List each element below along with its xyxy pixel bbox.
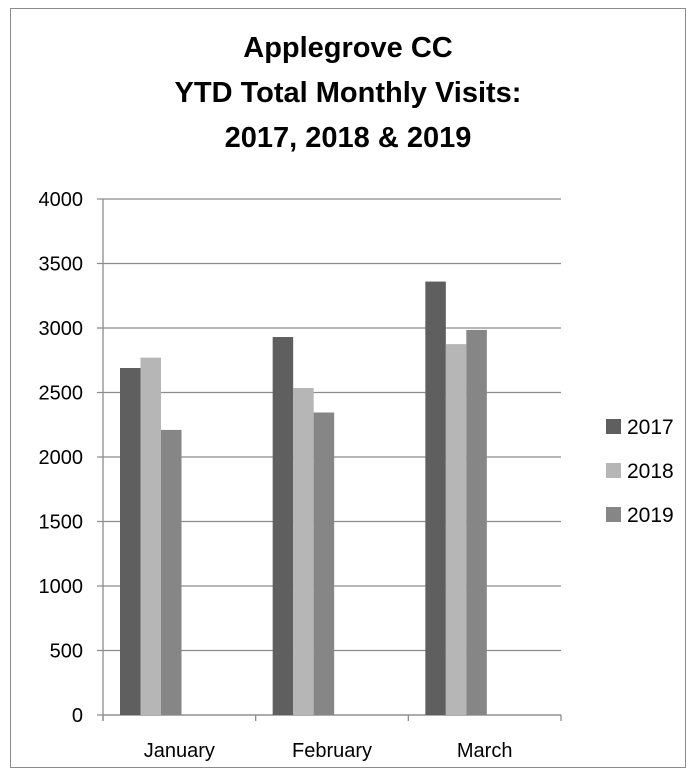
bar-2019-february bbox=[313, 412, 335, 715]
legend-swatch-2019 bbox=[606, 507, 621, 522]
y-tick-label: 2000 bbox=[39, 447, 84, 469]
legend-label-2017: 2017 bbox=[627, 416, 674, 439]
legend-label-2019: 2019 bbox=[627, 504, 674, 527]
bar-2017-february bbox=[272, 337, 294, 715]
chart-title: Applegrove CC YTD Total Monthly Visits: … bbox=[10, 26, 686, 161]
chart-title-line-1: Applegrove CC bbox=[243, 32, 453, 64]
y-tick-label: 4000 bbox=[39, 189, 84, 211]
bar-2019-march bbox=[466, 329, 487, 715]
chart-title-line-2: YTD Total Monthly Visits: bbox=[174, 77, 522, 109]
legend-label-2018: 2018 bbox=[627, 460, 674, 483]
legend-swatch-2018 bbox=[606, 463, 621, 478]
chart-title-line-3: 2017, 2018 & 2019 bbox=[224, 122, 472, 154]
y-tick-label: 1500 bbox=[39, 512, 84, 534]
y-tick-label: 1000 bbox=[39, 576, 84, 598]
y-tick-label: 3000 bbox=[39, 318, 84, 340]
y-tick-label: 0 bbox=[72, 705, 83, 727]
legend-swatch-2017 bbox=[606, 419, 621, 434]
y-tick-label: 2500 bbox=[39, 383, 84, 405]
bar-2018-february bbox=[293, 387, 314, 715]
bar-2019-january bbox=[161, 429, 182, 715]
bar-2017-january bbox=[120, 367, 141, 715]
x-tick-label: March bbox=[457, 740, 513, 762]
x-tick-label: February bbox=[292, 740, 372, 762]
bar-2017-march bbox=[425, 281, 446, 715]
y-tick-label: 3500 bbox=[39, 254, 84, 276]
y-tick-label: 500 bbox=[50, 641, 83, 663]
x-tick-label: January bbox=[144, 740, 215, 762]
bar-2018-march bbox=[445, 344, 467, 715]
bar-2018-january bbox=[140, 357, 161, 715]
